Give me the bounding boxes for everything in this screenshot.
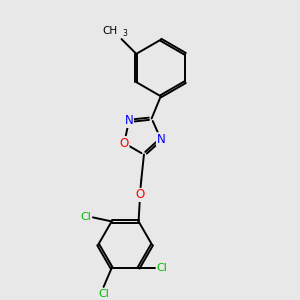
Text: CH: CH [102,26,117,36]
Text: N: N [124,114,133,128]
Text: N: N [157,133,165,146]
Text: Cl: Cl [98,289,109,298]
Text: Cl: Cl [157,263,167,273]
Text: O: O [120,137,129,150]
Text: Cl: Cl [81,212,92,222]
Text: 3: 3 [122,29,127,38]
Text: O: O [135,188,145,201]
